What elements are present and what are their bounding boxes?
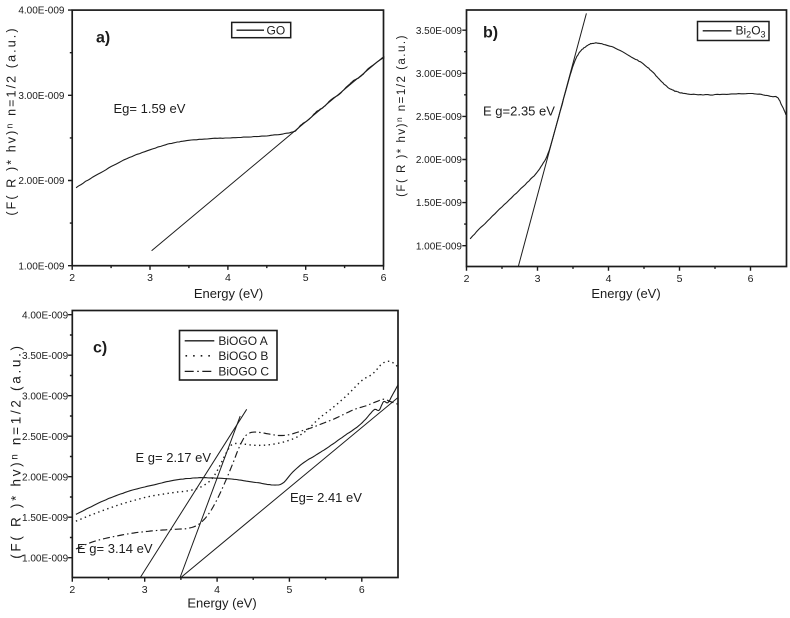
svg-text:5: 5 bbox=[286, 584, 292, 596]
svg-text:2: 2 bbox=[69, 272, 75, 284]
svg-text:3.50E-009: 3.50E-009 bbox=[416, 26, 463, 37]
svg-text:1.00E-009: 1.00E-009 bbox=[22, 553, 69, 564]
svg-text:E g= 2.17 eV: E g= 2.17 eV bbox=[136, 450, 212, 465]
svg-text:6: 6 bbox=[748, 273, 754, 285]
svg-text:Eg= 2.41 eV: Eg= 2.41 eV bbox=[290, 490, 362, 505]
svg-text:GO: GO bbox=[267, 23, 286, 37]
svg-text:4.00E-009: 4.00E-009 bbox=[22, 310, 69, 321]
svg-text:(F( R )* hv)n n=1/2 (a.u.): (F( R )* hv)n n=1/2 (a.u.) bbox=[5, 26, 19, 215]
svg-text:1.00E-009: 1.00E-009 bbox=[18, 261, 65, 272]
svg-text:BiOGO B: BiOGO B bbox=[218, 349, 268, 363]
svg-text:(F( R )* hv)n n=1/2 (a.u.): (F( R )* hv)n n=1/2 (a.u.) bbox=[394, 34, 408, 197]
svg-text:(F( R )* hv)n n=1/2 (a.u.): (F( R )* hv)n n=1/2 (a.u.) bbox=[9, 343, 24, 559]
svg-text:4: 4 bbox=[225, 272, 231, 284]
svg-text:4: 4 bbox=[606, 273, 612, 285]
svg-text:4: 4 bbox=[214, 584, 220, 596]
svg-text:6: 6 bbox=[359, 584, 365, 596]
svg-text:c): c) bbox=[93, 340, 107, 357]
svg-text:a): a) bbox=[96, 30, 110, 47]
svg-text:1.50E-009: 1.50E-009 bbox=[22, 513, 69, 524]
svg-text:2: 2 bbox=[464, 273, 470, 285]
svg-text:Energy (eV): Energy (eV) bbox=[194, 286, 263, 301]
svg-text:Bi2O3: Bi2O3 bbox=[736, 24, 766, 40]
svg-text:2.50E-009: 2.50E-009 bbox=[416, 112, 463, 123]
svg-text:3: 3 bbox=[535, 273, 541, 285]
svg-text:Energy (eV): Energy (eV) bbox=[187, 596, 256, 611]
svg-text:4.00E-009: 4.00E-009 bbox=[18, 6, 65, 17]
svg-text:Energy (eV): Energy (eV) bbox=[591, 286, 660, 301]
svg-text:1.00E-009: 1.00E-009 bbox=[416, 241, 463, 252]
svg-text:2.00E-009: 2.00E-009 bbox=[18, 176, 65, 187]
svg-text:3.00E-009: 3.00E-009 bbox=[416, 69, 463, 80]
svg-text:BiOGO A: BiOGO A bbox=[218, 334, 267, 348]
svg-text:3: 3 bbox=[142, 584, 148, 596]
svg-text:b): b) bbox=[483, 24, 498, 41]
svg-text:2.00E-009: 2.00E-009 bbox=[22, 472, 69, 483]
svg-text:BiOGO C: BiOGO C bbox=[218, 365, 269, 379]
svg-text:3.50E-009: 3.50E-009 bbox=[22, 351, 69, 362]
svg-text:3.00E-009: 3.00E-009 bbox=[22, 391, 69, 402]
svg-text:2.00E-009: 2.00E-009 bbox=[416, 155, 463, 166]
svg-text:1.50E-009: 1.50E-009 bbox=[416, 198, 463, 209]
svg-text:5: 5 bbox=[303, 272, 309, 284]
svg-text:3: 3 bbox=[147, 272, 153, 284]
svg-text:E g= 3.14 eV: E g= 3.14 eV bbox=[77, 541, 153, 556]
svg-text:6: 6 bbox=[381, 272, 387, 284]
svg-text:5: 5 bbox=[677, 273, 683, 285]
svg-text:3.00E-009: 3.00E-009 bbox=[18, 91, 65, 102]
svg-text:2: 2 bbox=[69, 584, 75, 596]
svg-text:2.50E-009: 2.50E-009 bbox=[22, 432, 69, 443]
svg-text:Eg= 1.59 eV: Eg= 1.59 eV bbox=[114, 101, 186, 116]
svg-text:E g=2.35 eV: E g=2.35 eV bbox=[483, 104, 555, 119]
